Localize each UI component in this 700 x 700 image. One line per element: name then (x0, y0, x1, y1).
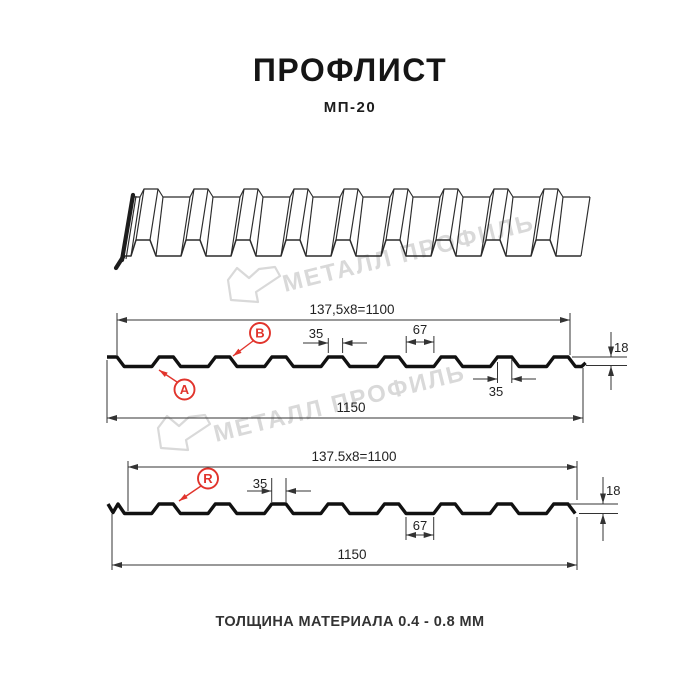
dim-label-total-width-bottom: 1150 (337, 547, 366, 562)
cross-section-bottom-profile (106, 502, 577, 516)
dim-rib-top-35-top: 35 (303, 326, 367, 353)
dim-label-height-bottom: 18 (606, 483, 620, 498)
page-title: ПРОФЛИСТ (252, 52, 448, 88)
dim-label-rib-top-2: 35 (489, 384, 503, 399)
material-thickness-note: ТОЛЩИНА МАТЕРИАЛА 0.4 - 0.8 ММ (215, 614, 485, 630)
dim-label-width-formula-bottom: 137.5x8=1100 (312, 449, 397, 464)
cross-section-top: 137,5x8=1100 35 67 (106, 302, 628, 423)
dim-label-height-top: 18 (614, 340, 628, 355)
sheet-left-edge-lip (119, 192, 136, 263)
side-label-a-text: A (180, 382, 190, 397)
sheet-right-cut-edge (580, 196, 591, 257)
dim-label-rib-top-top: 35 (309, 326, 323, 341)
dim-rib-top-35-bottom-right: 35 (473, 359, 536, 399)
cross-section-bottom: 137.5x8=1100 35 67 (106, 449, 620, 570)
dim-valley-67-top: 67 (405, 322, 435, 353)
dim-rib-top-35-bottom-drawing: 35 (247, 476, 311, 502)
profile-3d-view (113, 188, 591, 271)
sheet-back-edge (131, 188, 590, 198)
page-subtitle: МП-20 (323, 99, 377, 116)
dim-width-formula-top: 137,5x8=1100 (116, 302, 571, 355)
side-label-a: A (158, 369, 196, 401)
side-label-b-text: B (255, 326, 264, 341)
dim-label-width-formula-top: 137,5x8=1100 (310, 302, 395, 317)
dim-label-valley-bottom: 67 (413, 518, 427, 533)
dim-label-total-width-top: 1150 (336, 400, 365, 415)
dim-total-width-bottom: 1150 (111, 514, 578, 570)
dim-valley-67-bottom: 67 (405, 517, 435, 540)
sheet-left-edge-foot (113, 254, 126, 271)
dim-label-rib-top-bottom: 35 (253, 476, 267, 491)
dim-width-formula-bottom: 137.5x8=1100 (127, 449, 578, 511)
dim-label-valley-top: 67 (413, 322, 427, 337)
watermark-text-top: МЕТАЛЛ ПРОФИЛЬ (280, 209, 537, 298)
side-label-r: R (178, 467, 219, 502)
cross-section-top-profile (107, 355, 587, 369)
sheet-front-edge (122, 239, 581, 257)
watermark-logo-middle: МЕТАЛЛ ПРОФИЛЬ (156, 359, 468, 452)
dim-height-18-top: 18 (572, 332, 628, 390)
side-label-b: B (232, 322, 271, 357)
sheet-left-edge-inner (125, 195, 137, 260)
dim-height-18-bottom: 18 (570, 477, 620, 541)
dim-total-width-top: 1150 (106, 360, 584, 423)
side-label-r-text: R (203, 471, 213, 486)
